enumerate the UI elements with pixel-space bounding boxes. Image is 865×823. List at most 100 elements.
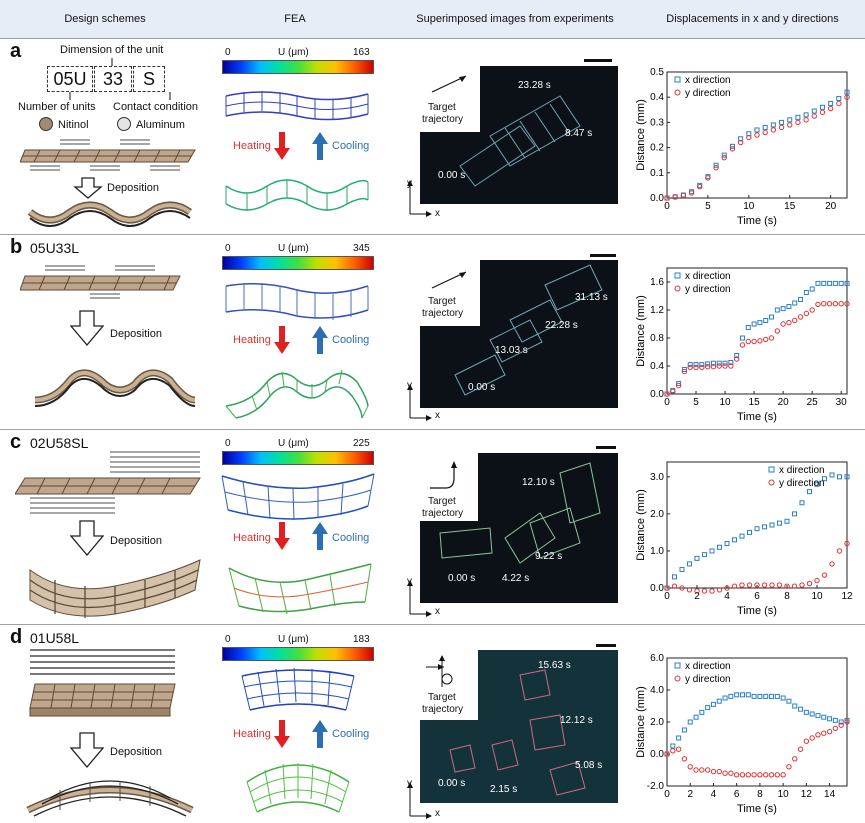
y-direction-point bbox=[826, 301, 833, 307]
photo-c-time-3: 0.00 s bbox=[448, 573, 476, 584]
x-direction-point bbox=[803, 709, 809, 715]
design-c-flat-structure bbox=[15, 451, 201, 514]
photo-a-time-3: 0.00 s bbox=[438, 170, 466, 181]
y-direction-point bbox=[704, 364, 711, 370]
fea-a-max: 163 bbox=[353, 47, 370, 58]
scale-bar-d bbox=[596, 644, 616, 647]
x-tick-label: 0 bbox=[664, 397, 670, 408]
x-axis-label: Time (s) bbox=[737, 605, 777, 617]
target-label-a: Target bbox=[428, 102, 456, 113]
x-tick-label: 10 bbox=[743, 201, 755, 212]
y-direction-point bbox=[709, 588, 715, 594]
y-tick-label: 2.0 bbox=[650, 717, 664, 728]
y-direction-point bbox=[819, 109, 826, 116]
y-tick-label: 0.0 bbox=[650, 749, 664, 760]
x-axis-label: Time (s) bbox=[737, 411, 777, 423]
x-direction-point bbox=[709, 548, 715, 554]
y-direction-point bbox=[774, 772, 781, 778]
legend-label: y direction bbox=[779, 478, 825, 489]
x-tick-label: 2 bbox=[687, 789, 693, 800]
y-direction-point bbox=[815, 732, 821, 738]
x-direction-point bbox=[687, 362, 693, 368]
axis-x-b: x bbox=[435, 410, 440, 421]
aluminum-swatch bbox=[117, 117, 131, 131]
legend-y-marker bbox=[674, 89, 681, 96]
y-direction-point bbox=[787, 122, 793, 128]
fea-d-colorbar bbox=[222, 647, 374, 661]
deposition-arrow-icon-d bbox=[70, 732, 104, 768]
plot-frame bbox=[666, 71, 848, 199]
x-direction-point bbox=[732, 537, 737, 543]
x-tick-label: 10 bbox=[778, 789, 790, 800]
x-direction-point bbox=[716, 360, 722, 366]
y-direction-point bbox=[778, 124, 785, 131]
axes-icon-c bbox=[407, 580, 432, 617]
axes-icon-a bbox=[407, 180, 432, 217]
legend-label: x direction bbox=[685, 271, 731, 282]
chart-a: 0 5 10 15 20 0.0 0.1 0.2 0.3 0.4 0.5 Time (s) Distan… bbox=[635, 67, 850, 227]
y-direction-point bbox=[829, 561, 835, 567]
y-direction-point bbox=[733, 772, 740, 778]
nitinol-swatch bbox=[39, 117, 53, 131]
y-tick-label: 0.2 bbox=[650, 143, 664, 154]
y-axis-label: Distance (mm) bbox=[635, 99, 647, 171]
y-direction-point bbox=[757, 338, 763, 344]
y-tick-label: 1.6 bbox=[650, 277, 664, 288]
y-direction-point bbox=[739, 582, 745, 588]
x-tick-label: 10 bbox=[720, 397, 732, 408]
y-direction-point bbox=[774, 328, 781, 334]
y-direction-point bbox=[821, 572, 828, 578]
x-tick-label: 5 bbox=[705, 201, 711, 212]
y-direction-point bbox=[713, 165, 719, 171]
fea-b-mesh-before bbox=[225, 283, 369, 320]
design-a-curved-structure bbox=[27, 201, 193, 227]
y-direction-point bbox=[675, 746, 682, 752]
y-direction-point bbox=[809, 735, 815, 741]
axis-y-a: y bbox=[407, 178, 412, 189]
x-tick-label: 0 bbox=[664, 789, 670, 800]
x-direction-point bbox=[705, 361, 711, 367]
fea-c-mesh-after bbox=[228, 563, 372, 615]
x-direction-point bbox=[672, 574, 677, 580]
y-direction-point bbox=[733, 356, 740, 362]
y-direction-point bbox=[751, 772, 757, 778]
scale-bar-a bbox=[584, 59, 612, 62]
plot-frame bbox=[666, 267, 848, 395]
x-direction-point bbox=[739, 692, 745, 698]
x-direction-point bbox=[722, 695, 728, 701]
x-direction-point bbox=[694, 555, 700, 561]
target-label-c: Target bbox=[428, 496, 456, 507]
y-tick-label: 3.0 bbox=[650, 472, 664, 483]
fea-c-colorbar bbox=[222, 451, 374, 465]
x-tick-label: 2 bbox=[694, 591, 700, 602]
x-direction-point bbox=[734, 353, 740, 358]
y-tick-label: 0.0 bbox=[650, 193, 664, 204]
y-direction-point bbox=[699, 767, 705, 773]
y-direction-point bbox=[809, 307, 815, 313]
y-direction-point bbox=[721, 154, 727, 161]
y-direction-point bbox=[745, 772, 751, 778]
axes-icon-b bbox=[407, 384, 432, 421]
y-direction-point bbox=[697, 183, 703, 190]
x-direction-point bbox=[745, 692, 751, 698]
x-direction-point bbox=[681, 727, 687, 733]
y-direction-point bbox=[722, 770, 728, 776]
x-direction-point bbox=[676, 735, 682, 741]
x-tick-label: 14 bbox=[824, 789, 836, 800]
cooling-label-c: Cooling bbox=[332, 532, 370, 544]
x-direction-point bbox=[814, 481, 820, 487]
y-direction-point bbox=[761, 582, 768, 588]
x-direction-point bbox=[838, 280, 844, 286]
legend-x-marker bbox=[674, 662, 681, 669]
design-c-curved-structure bbox=[29, 559, 201, 618]
photo-a-inset bbox=[420, 66, 480, 132]
legend-label: x direction bbox=[685, 75, 731, 86]
fea-b-min: 0 bbox=[225, 243, 231, 254]
y-direction-point bbox=[827, 105, 834, 112]
x-direction-point bbox=[687, 561, 692, 567]
x-direction-point bbox=[799, 500, 805, 506]
y-direction-point bbox=[731, 583, 738, 589]
y-direction-point bbox=[710, 364, 717, 370]
y-direction-point bbox=[814, 577, 820, 584]
x-direction-point bbox=[721, 152, 727, 158]
